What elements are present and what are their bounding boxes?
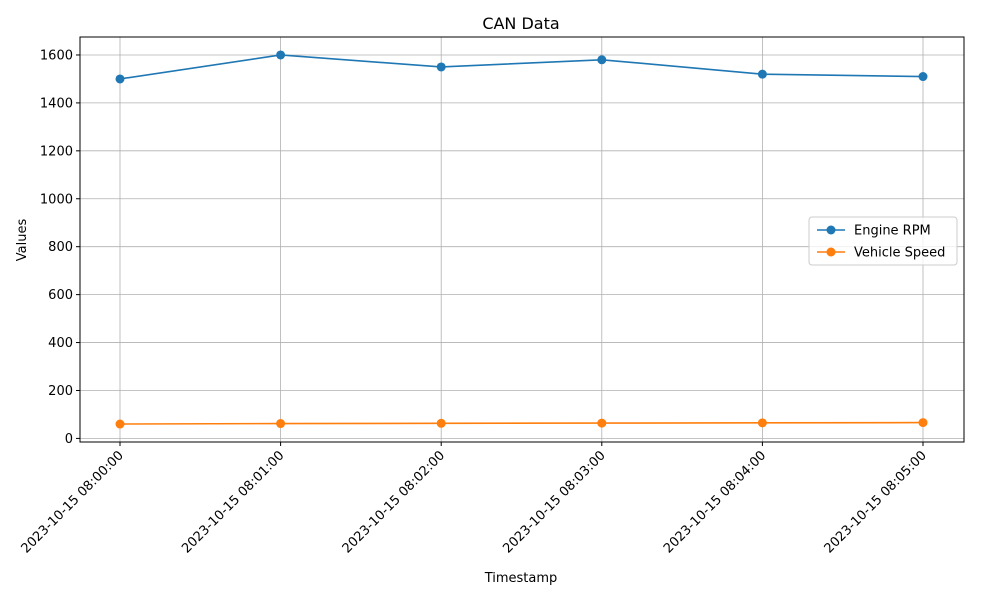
legend-box [808, 216, 958, 266]
grid [80, 37, 964, 442]
y-tick-label: 400 [48, 336, 73, 351]
y-tick-label: 1000 [40, 192, 73, 207]
data-point [918, 418, 928, 428]
legend-marker [826, 247, 836, 257]
data-point [115, 74, 125, 84]
y-tick-label: 600 [48, 288, 73, 303]
y-tick-label: 1600 [40, 48, 73, 63]
series-line-0 [119, 54, 924, 80]
data-point [597, 55, 607, 65]
legend-label: Engine RPM [854, 224, 931, 239]
x-axis-label: Timestamp [484, 571, 558, 586]
plot-frame [79, 36, 965, 443]
data-point [436, 418, 446, 428]
y-axis-ticks: 0 200 400 600 800 1000 1200 1400 1600 [40, 48, 80, 447]
y-tick-label: 0 [65, 432, 73, 447]
x-tick-label: 2023-10-15 08:02:00 [340, 448, 448, 556]
x-axis-ticks: 2023-10-15 08:00:00 2023-10-15 08:01:00 20… [19, 442, 930, 556]
data-point [276, 419, 286, 429]
data-point [757, 69, 767, 79]
data-point [436, 62, 446, 72]
y-tick-label: 800 [48, 240, 73, 255]
legend-label: Vehicle Speed [854, 246, 945, 261]
data-point [276, 50, 286, 60]
chart-title: CAN Data [482, 14, 559, 33]
x-tick-label: 2023-10-15 08:05:00 [822, 448, 930, 556]
y-tick-label: 200 [48, 384, 73, 399]
y-tick-label: 1200 [40, 144, 73, 159]
series-layer [115, 50, 928, 429]
y-tick-label: 1400 [40, 96, 73, 111]
x-tick-label: 2023-10-15 08:04:00 [661, 448, 769, 556]
data-point [597, 418, 607, 428]
x-tick-label: 2023-10-15 08:03:00 [500, 448, 608, 556]
x-tick-label: 2023-10-15 08:01:00 [179, 448, 287, 556]
y-axis-label: Values [15, 219, 30, 262]
x-tick-label: 2023-10-15 08:00:00 [19, 448, 127, 556]
legend-marker [826, 225, 836, 235]
data-point [115, 419, 125, 429]
data-point [918, 72, 928, 82]
series-line-1 [119, 421, 924, 425]
legend: Engine RPM Vehicle Speed [808, 216, 958, 266]
data-point [757, 418, 767, 428]
